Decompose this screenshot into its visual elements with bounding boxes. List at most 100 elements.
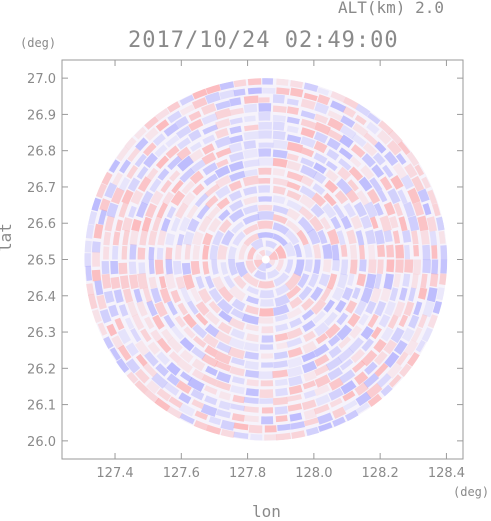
positive-velocity-cell (192, 97, 208, 110)
positive-velocity-cell (258, 97, 270, 103)
negative-velocity-cell (135, 137, 149, 151)
positive-velocity-cell (217, 244, 228, 260)
negative-velocity-cell (192, 80, 207, 90)
negative-velocity-cell (387, 188, 401, 205)
negative-velocity-cell (300, 110, 316, 120)
negative-velocity-cell (313, 131, 329, 144)
negative-velocity-cell (104, 182, 118, 199)
positive-velocity-cell (255, 253, 263, 260)
negative-velocity-cell (244, 369, 259, 378)
positive-velocity-cell (275, 259, 284, 272)
negative-velocity-cell (243, 186, 258, 196)
positive-velocity-cell (258, 177, 271, 184)
positive-velocity-cell (233, 275, 247, 290)
positive-velocity-cell (301, 399, 317, 411)
positive-velocity-cell (198, 215, 212, 233)
positive-velocity-cell (411, 273, 419, 289)
negative-velocity-cell (258, 111, 271, 121)
positive-velocity-cell (84, 223, 86, 239)
positive-velocity-cell (346, 229, 357, 245)
positive-velocity-cell (114, 317, 125, 331)
positive-velocity-cell (122, 229, 130, 246)
positive-velocity-cell (386, 259, 395, 273)
negative-velocity-cell (337, 273, 348, 289)
negative-velocity-cell (163, 314, 176, 329)
negative-velocity-cell (228, 208, 245, 223)
positive-velocity-cell (247, 78, 262, 86)
positive-velocity-cell (438, 230, 446, 244)
positive-velocity-cell (387, 314, 399, 329)
positive-velocity-cell (118, 202, 129, 218)
positive-velocity-cell (92, 251, 100, 267)
positive-velocity-cell (198, 288, 212, 304)
positive-velocity-cell (243, 415, 259, 423)
negative-velocity-cell (313, 343, 330, 358)
positive-velocity-cell (403, 301, 415, 317)
positive-velocity-cell (276, 87, 290, 96)
positive-velocity-cell (310, 298, 327, 315)
positive-velocity-cell (350, 144, 366, 158)
positive-velocity-cell (229, 107, 244, 116)
positive-velocity-cell (439, 273, 448, 286)
negative-velocity-cell (328, 345, 342, 359)
x-tick-label: 127.8 (229, 466, 266, 481)
positive-velocity-cell (195, 301, 210, 316)
positive-velocity-cell (445, 216, 448, 231)
negative-velocity-cell (415, 339, 426, 353)
negative-velocity-cell (289, 317, 303, 329)
positive-velocity-cell (245, 323, 259, 332)
positive-velocity-cell (376, 244, 385, 257)
positive-velocity-cell (363, 132, 378, 146)
positive-velocity-cell (275, 432, 291, 441)
negative-velocity-cell (334, 300, 347, 313)
negative-velocity-cell (265, 250, 273, 257)
negative-velocity-cell (344, 409, 359, 422)
negative-velocity-cell (205, 275, 215, 289)
positive-velocity-cell (314, 354, 330, 367)
positive-velocity-cell (287, 403, 303, 412)
negative-velocity-cell (341, 287, 354, 301)
positive-velocity-cell (150, 190, 164, 206)
positive-velocity-cell (365, 382, 383, 399)
positive-velocity-cell (181, 180, 195, 195)
negative-velocity-cell (219, 89, 236, 100)
positive-velocity-cell (146, 167, 159, 181)
negative-velocity-cell (202, 134, 216, 145)
negative-velocity-cell (177, 233, 185, 246)
positive-velocity-cell (137, 176, 152, 192)
negative-velocity-cell (196, 204, 210, 220)
negative-velocity-cell (275, 387, 288, 397)
positive-velocity-cell (205, 195, 219, 209)
negative-velocity-cell (86, 321, 98, 337)
negative-velocity-cell (325, 160, 338, 172)
negative-velocity-cell (336, 312, 349, 326)
negative-velocity-cell (272, 121, 285, 131)
positive-velocity-cell (118, 262, 128, 275)
positive-velocity-cell (300, 118, 317, 130)
positive-velocity-cell (135, 353, 148, 367)
positive-velocity-cell (290, 439, 306, 441)
negative-velocity-cell (325, 356, 343, 371)
positive-velocity-cell (160, 179, 172, 193)
positive-velocity-cell (303, 370, 317, 382)
positive-velocity-cell (272, 369, 289, 378)
negative-velocity-cell (166, 300, 178, 316)
negative-velocity-cell (274, 294, 291, 307)
positive-velocity-cell (314, 384, 330, 397)
negative-velocity-cell (101, 261, 110, 275)
positive-velocity-cell (214, 330, 232, 345)
negative-velocity-cell (253, 269, 266, 280)
positive-velocity-cell (204, 183, 220, 197)
negative-velocity-cell (261, 362, 274, 368)
positive-velocity-cell (202, 244, 210, 260)
negative-velocity-cell (108, 159, 121, 173)
positive-velocity-cell (300, 174, 314, 187)
negative-velocity-cell (364, 361, 378, 375)
positive-velocity-cell (368, 259, 377, 274)
positive-velocity-cell (315, 333, 329, 345)
positive-velocity-cell (327, 110, 343, 122)
x-tick-label: 128.2 (362, 466, 399, 481)
positive-velocity-cell (395, 259, 404, 273)
positive-velocity-cell (157, 229, 167, 246)
negative-velocity-cell (301, 309, 315, 321)
